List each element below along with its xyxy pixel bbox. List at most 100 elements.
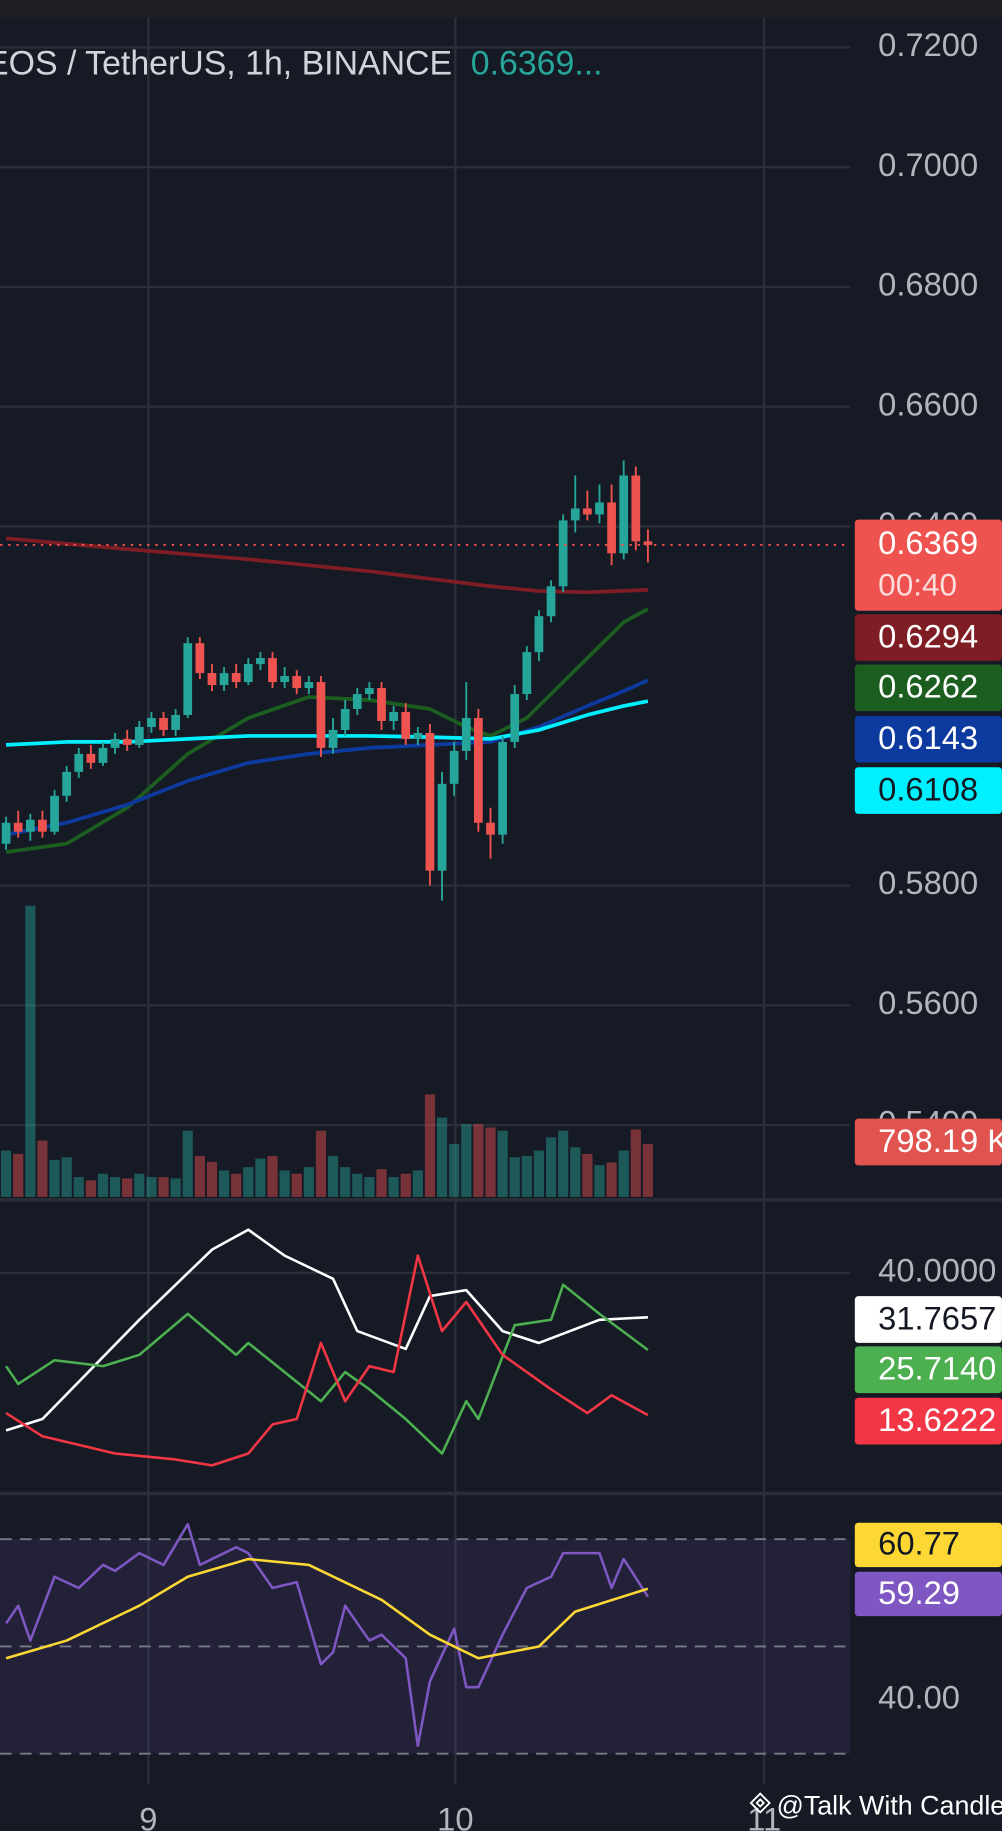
candle-body	[195, 643, 205, 674]
volume-bar	[388, 1177, 399, 1197]
watermark: @Talk With Candle	[749, 1791, 1002, 1821]
volume-bar	[110, 1177, 121, 1197]
watermark-icon	[749, 1792, 771, 1814]
volume-bar	[315, 1130, 327, 1197]
volume-bar	[49, 1159, 60, 1197]
price-tag-label: 25.7140	[878, 1350, 996, 1387]
indicator-line	[5, 1557, 649, 1660]
volume-bar	[134, 1173, 145, 1197]
volume-bar	[327, 1155, 339, 1197]
volume-bar	[122, 1178, 133, 1197]
candle-body	[171, 714, 180, 730]
moving-average-line	[5, 536, 648, 595]
candle-body	[631, 475, 641, 542]
price-tag-label: 798.19 K	[878, 1122, 1002, 1159]
volume-bar	[146, 1177, 157, 1197]
candle-body	[316, 682, 326, 748]
volume-bar	[558, 1130, 569, 1197]
volume-bar	[255, 1158, 266, 1197]
x-tick-label: 9	[139, 1800, 157, 1831]
price-tag-label: 60.77	[878, 1525, 960, 1562]
price-tag	[854, 1296, 1002, 1343]
price-tag	[854, 614, 1002, 661]
candle-body	[401, 711, 411, 739]
volume-bar	[158, 1177, 169, 1197]
candle-body	[25, 819, 35, 832]
volume-bar	[376, 1169, 387, 1197]
price-tag-label: 13.6222	[878, 1401, 996, 1438]
candle-body	[643, 541, 653, 545]
volume-bar	[497, 1130, 508, 1197]
candle-body	[62, 771, 72, 796]
volume-bar	[509, 1157, 520, 1197]
watermark-text: @Talk With Candle	[777, 1791, 1002, 1821]
candle-body	[340, 708, 350, 730]
volume-bar	[85, 1180, 96, 1197]
price-tag	[854, 715, 1002, 763]
volume-bar	[61, 1157, 72, 1197]
candle-body	[425, 732, 435, 871]
price-tag-label: 0.6108	[878, 770, 978, 807]
candle-body	[159, 717, 168, 730]
volume-bar	[291, 1173, 302, 1197]
volume-bar	[618, 1150, 629, 1197]
candle-body	[365, 688, 374, 695]
candle-body	[510, 694, 520, 742]
volume-bar	[485, 1127, 496, 1197]
indicator-line	[5, 1522, 649, 1747]
price-tag-label: 59.29	[878, 1574, 960, 1611]
candle-body	[304, 682, 314, 689]
volume-bar	[243, 1167, 254, 1197]
candle-body	[607, 502, 616, 554]
volume-bar	[194, 1155, 205, 1197]
volume-bar	[545, 1137, 557, 1197]
candle-body	[558, 520, 568, 587]
volume-bar	[218, 1170, 230, 1197]
indicator-line	[5, 1283, 649, 1455]
grid-layer: 910110.54000.56000.58000.64000.66000.680…	[0, 17, 996, 1831]
volume-bar	[630, 1129, 641, 1197]
price-tag	[854, 664, 1002, 712]
volume-bar	[231, 1173, 242, 1197]
volume-bar	[13, 1153, 24, 1197]
volume-bar	[25, 905, 36, 1197]
candle-body	[243, 664, 253, 683]
price-tag-label: 0.6294	[878, 617, 978, 654]
candle-body	[498, 741, 507, 835]
volume-bar	[73, 1177, 84, 1197]
y-tick-label: 0.6600	[878, 385, 978, 422]
candle-body	[570, 508, 580, 521]
price-tag-label: 0.6262	[878, 668, 978, 705]
price-tag	[854, 767, 1002, 814]
volume-bar	[582, 1153, 593, 1197]
current-price-label: 0.6369	[878, 524, 978, 561]
indicator-line	[5, 1228, 648, 1432]
candle-body	[134, 726, 144, 745]
y-tick-label: 40.0000	[878, 1252, 996, 1289]
price-tag	[854, 1118, 1002, 1166]
price-tags: 0.6369 00:40 0.6294 0.6262 0.6143 0.6108 798.1…	[854, 519, 1002, 1617]
price-tag-label: 31.7657	[878, 1299, 996, 1336]
candle-body	[377, 688, 386, 721]
volume-bar	[364, 1177, 375, 1197]
candle-body	[38, 819, 47, 832]
volume-bar	[449, 1143, 460, 1197]
candle-body	[389, 711, 398, 721]
candle-body	[1, 822, 11, 844]
price-tag	[854, 1522, 1002, 1568]
candle-body	[147, 717, 156, 727]
volume-bar	[37, 1140, 48, 1197]
y-tick-label: 0.5600	[878, 984, 978, 1021]
x-tick-label: 10	[437, 1800, 473, 1831]
volume-bar	[570, 1147, 581, 1197]
volume-bar	[182, 1130, 193, 1197]
marks-layer	[0, 460, 851, 1747]
candle-body	[328, 729, 338, 748]
candle-body	[280, 676, 289, 683]
y-tick-label: 0.7000	[878, 146, 978, 183]
price-tag	[854, 1571, 1002, 1617]
volume-bar	[303, 1167, 314, 1197]
candle-body	[110, 738, 120, 748]
title-price: 0.6369...	[471, 44, 603, 82]
